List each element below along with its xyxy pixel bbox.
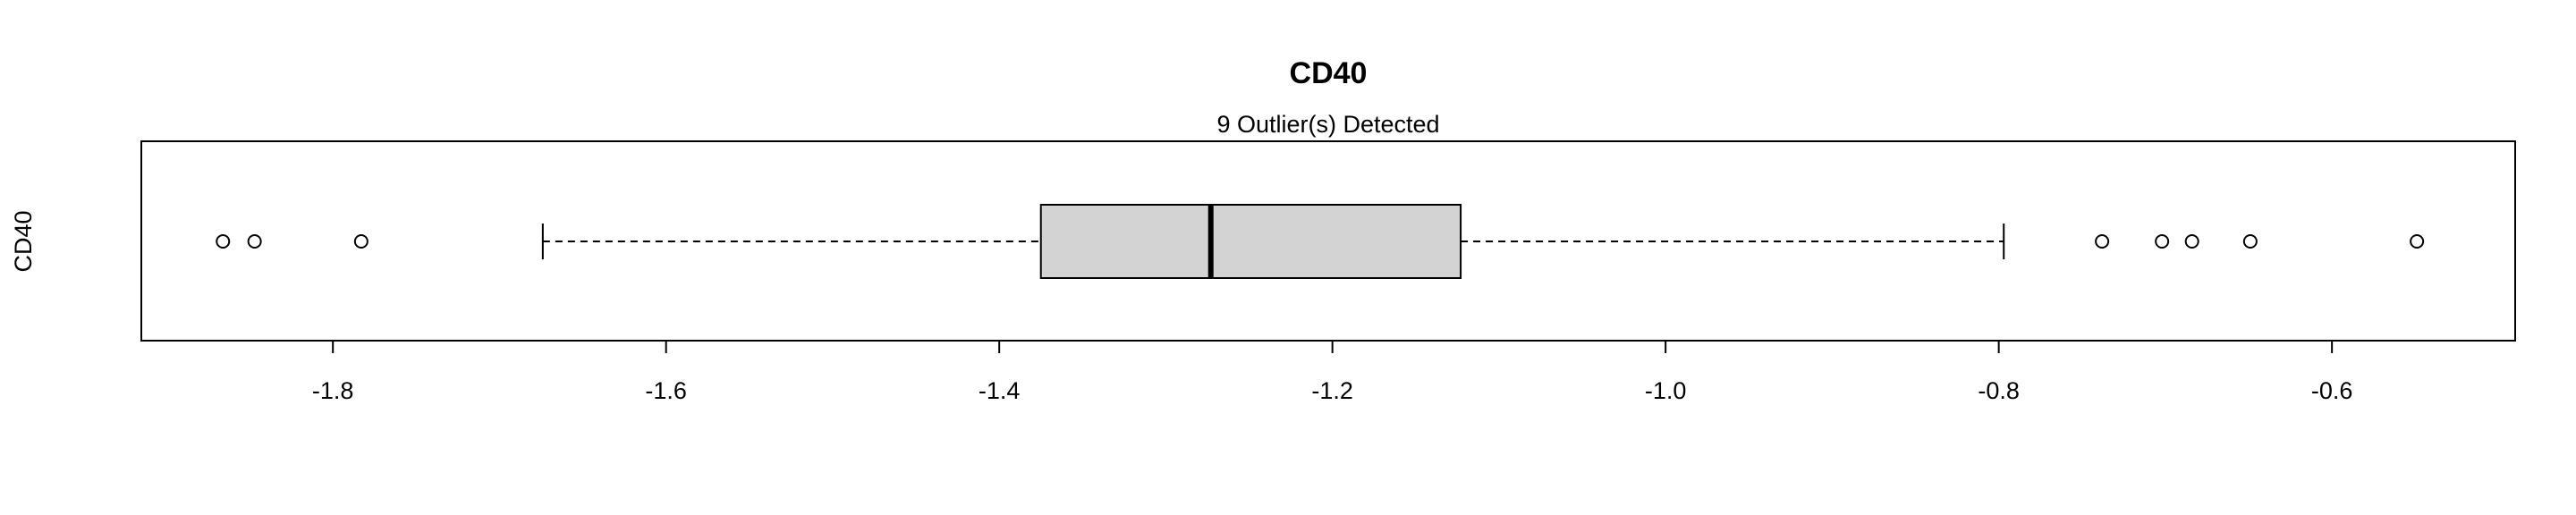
- x-tick-label: -1.8: [312, 377, 354, 404]
- outlier-point: [2242, 234, 2258, 249]
- outlier-point: [2095, 234, 2110, 249]
- y-axis-label: CD40: [10, 210, 37, 272]
- x-tick-label: -1.6: [645, 377, 687, 404]
- outlier-point: [216, 234, 231, 249]
- x-tick-label: -0.6: [2311, 377, 2353, 404]
- chart-title: CD40: [1290, 56, 1368, 90]
- boxplot-series: [541, 204, 2005, 279]
- x-tick-label: -1.0: [1645, 377, 1687, 404]
- x-tick-label: -1.4: [979, 377, 1021, 404]
- outlier-point: [2410, 234, 2425, 249]
- outlier-points: [216, 234, 2425, 249]
- outlier-point: [247, 234, 262, 249]
- x-tick-label: -0.8: [1978, 377, 2020, 404]
- outlier-point: [353, 234, 369, 249]
- interquartile-box: [1039, 204, 1462, 279]
- outlier-point: [2155, 234, 2170, 249]
- x-tick-label: -1.2: [1311, 377, 1353, 404]
- chart-subtitle: 9 Outlier(s) Detected: [1216, 111, 1439, 138]
- outlier-point: [2184, 234, 2199, 249]
- x-axis: -1.8 -1.6 -1.4 -1.2 -1.0 -0.8 -0.6: [312, 340, 2353, 404]
